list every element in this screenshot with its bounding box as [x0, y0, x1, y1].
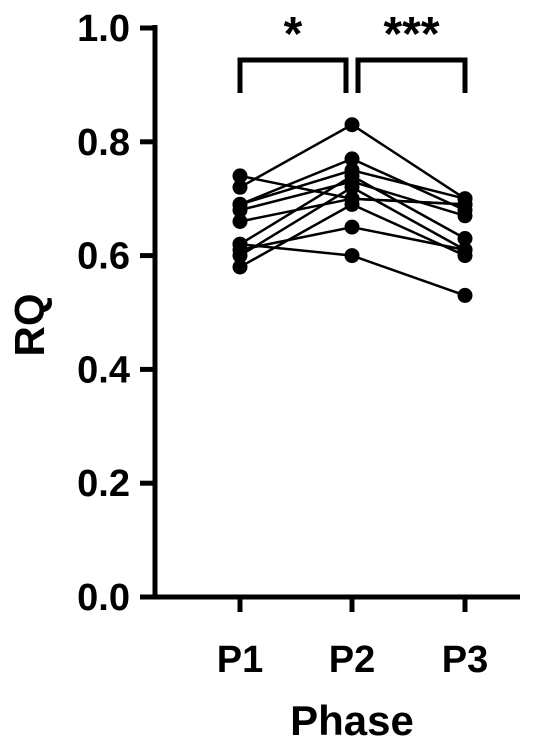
x-tick-label: P2 [329, 639, 375, 681]
data-point [232, 168, 248, 184]
x-tick-label: P1 [217, 639, 263, 681]
significance-bracket [237, 57, 349, 93]
data-point [457, 287, 473, 303]
data-point [232, 202, 248, 218]
data-point [344, 179, 360, 195]
data-point [232, 259, 248, 275]
significance-bracket [355, 57, 468, 93]
data-point [232, 214, 248, 229]
axes [152, 25, 520, 600]
data-point [232, 248, 248, 264]
significance-label: *** [383, 8, 439, 61]
significance-brackets: * *** [237, 8, 468, 93]
x-axis-title: Phase [290, 697, 414, 744]
significance-label: * [284, 8, 303, 61]
data-point [344, 168, 360, 184]
y-axis-title: RQ [6, 294, 53, 357]
data-points [232, 117, 473, 303]
y-ticks: 0.0 0.2 0.4 0.6 0.8 1.0 [77, 8, 155, 619]
data-point [457, 248, 473, 264]
x-tick-label: P3 [442, 639, 488, 681]
y-tick-label: 0.6 [77, 236, 130, 278]
data-point [232, 236, 248, 252]
data-point [344, 248, 360, 264]
data-point [457, 196, 473, 212]
data-point [344, 196, 360, 212]
data-point [344, 117, 360, 133]
data-point [344, 219, 360, 235]
data-point [232, 179, 248, 195]
data-point [457, 208, 473, 224]
y-tick-label: 0.0 [77, 577, 130, 619]
data-point [344, 151, 360, 167]
data-point [457, 231, 473, 246]
x-ticks: P1 P2 P3 [217, 597, 488, 681]
y-tick-label: 1.0 [77, 8, 130, 50]
y-tick-label: 0.4 [77, 349, 130, 391]
y-tick-label: 0.8 [77, 122, 130, 164]
y-tick-label: 0.2 [77, 463, 130, 505]
